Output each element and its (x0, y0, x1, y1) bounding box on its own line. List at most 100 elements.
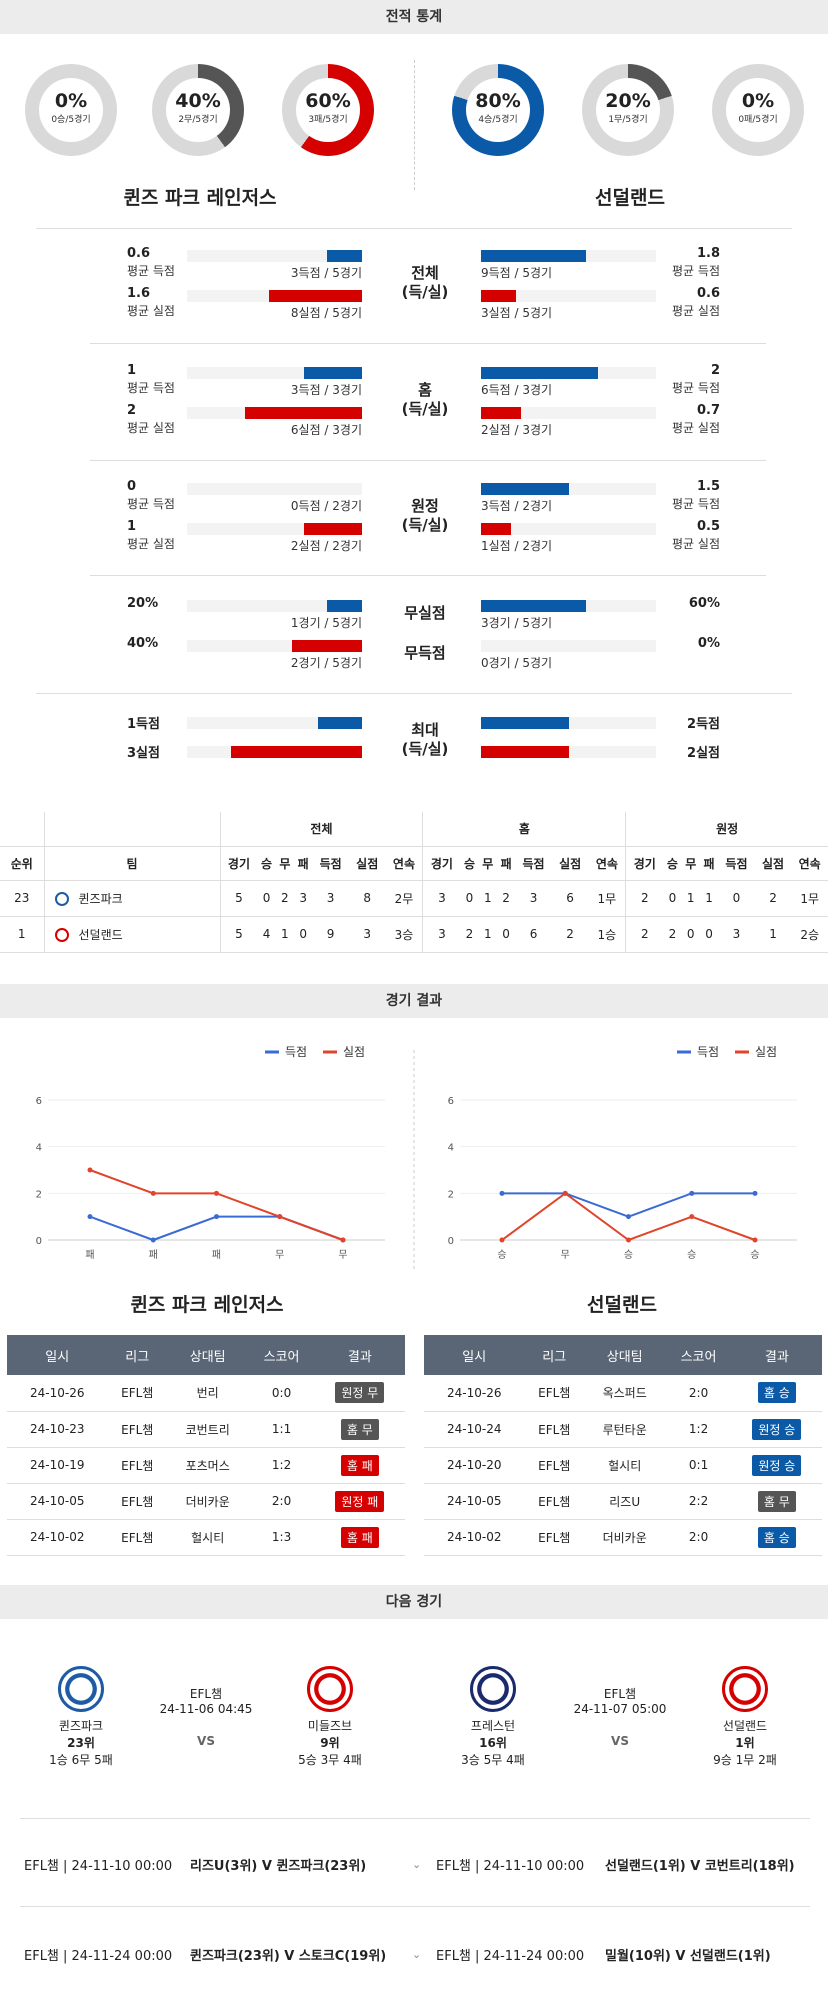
conceded-bar (245, 407, 362, 419)
next-team[interactable]: 선덜랜드 1위 9승 1무 2패 (700, 1717, 790, 1768)
opponent-cell: 번리 (166, 1375, 249, 1412)
col-header: 패 (699, 846, 719, 881)
next-team[interactable]: 프레스턴 16위 3승 5무 4패 (448, 1717, 538, 1768)
next-team[interactable]: 퀸즈파크 23위 1승 6무 5패 (36, 1717, 126, 1768)
stat-value: 2실점 (687, 746, 720, 761)
stat-value: 2 (127, 403, 137, 418)
bar-caption: 0득점 / 2경기 (290, 499, 362, 513)
x-tick-label: 패 (149, 1249, 158, 1261)
group-away: 원정 (625, 812, 828, 847)
bar-caption: 6득점 / 3경기 (481, 383, 553, 397)
schedule-match[interactable]: 밀월(10위) V 선덜랜드(1위) (605, 1949, 771, 1964)
date-cell: 24-10-26 (424, 1375, 525, 1412)
conceded-point (752, 1237, 758, 1243)
date-cell: 24-10-02 (7, 1519, 108, 1556)
stat-cell: 2 (496, 880, 516, 917)
stat-label: 평균 득점 (127, 497, 175, 511)
chevron-down-icon: ⌄ (412, 1948, 422, 1961)
stat-cell: 0 (496, 916, 516, 953)
y-tick-label: 0 (448, 1236, 454, 1247)
stat-value: 0.7 (696, 403, 720, 418)
results-table-left: 일시 리그 상대팀 스코어 결과 24-10-26 EFL챔 번리 0:0 원정 무 24-10-2… (7, 1335, 405, 1556)
league-cell: EFL챔 (107, 1519, 167, 1556)
middlesbrough-crest-icon (307, 1666, 353, 1712)
stat-cell: 1무 (588, 880, 626, 917)
stat-category-name: 홈 (418, 381, 432, 399)
donut-percent: 0% (741, 90, 775, 112)
schedule-divider (20, 1818, 810, 1819)
score-cell: 0:1 (665, 1447, 732, 1484)
donut-center: 40% 2무/5경기 (166, 78, 230, 142)
next-team-name: 프레스턴 (470, 1719, 516, 1733)
group-all: 전체 (219, 812, 423, 847)
results-title-left: 퀸즈 파크 레인저스 (130, 1294, 284, 1316)
result-row[interactable]: 24-10-23 EFL챔 코번트리 1:1 홈 무 (7, 1411, 405, 1448)
next-team-rank: 1위 (735, 1736, 755, 1750)
date-cell: 24-10-05 (424, 1483, 525, 1520)
section-header-next: 다음 경기 (0, 1585, 828, 1619)
y-tick-label: 4 (36, 1143, 42, 1154)
col-header: 실점 (348, 846, 386, 881)
scored-bar (481, 483, 569, 495)
next-league: EFL챔 (189, 1687, 223, 1701)
results-col-header: 상대팀 (583, 1335, 666, 1375)
result-row[interactable]: 24-10-24 EFL챔 루턴타운 1:2 원정 승 (424, 1411, 822, 1448)
outcome-badge: 원정 승 (752, 1418, 802, 1440)
donut-center: 20% 1무/5경기 (596, 78, 660, 142)
bar-caption: 3경기 / 5경기 (481, 616, 553, 630)
result-row[interactable]: 24-10-05 EFL챔 리즈U 2:2 홈 무 (424, 1483, 822, 1520)
result-row[interactable]: 24-10-05 EFL챔 더비카운 2:0 원정 패 (7, 1483, 405, 1520)
donut-percent: 0% (54, 90, 88, 112)
result-row[interactable]: 24-10-26 EFL챔 번리 0:0 원정 무 (7, 1375, 405, 1412)
scored-line (89, 1215, 344, 1242)
score-cell: 2:0 (248, 1483, 315, 1520)
league-cell: EFL챔 (107, 1483, 167, 1520)
stat-value: 1 (127, 363, 137, 378)
results-col-header: 결과 (731, 1335, 822, 1375)
stat-category-sub: (득/실) (401, 283, 449, 301)
conceded-point (499, 1237, 505, 1243)
results-header-row: 일시 리그 상대팀 스코어 결과 (7, 1335, 405, 1375)
bar-caption: 1경기 / 5경기 (290, 616, 362, 630)
stat-value: 2득점 (687, 717, 720, 732)
conceded-bar (481, 407, 521, 419)
conceded-bar (481, 523, 511, 535)
stat-category-sub: (득/실) (401, 516, 449, 534)
result-row[interactable]: 24-10-02 EFL챔 더비카운 2:0 홈 승 (424, 1519, 822, 1556)
conceded-point (214, 1190, 219, 1196)
stat-value: 0.5 (696, 519, 720, 534)
team-cell[interactable]: 퀸즈파크 (43, 880, 220, 917)
donut-percent: 60% (305, 90, 351, 112)
scored-point (150, 1237, 156, 1243)
donut-caption: 1무/5경기 (608, 115, 648, 125)
conceded-line (89, 1169, 344, 1241)
sunderland-crest-icon (722, 1666, 768, 1712)
conceded-bar (481, 290, 516, 302)
opponent-cell: 더비카운 (583, 1519, 666, 1556)
result-row[interactable]: 24-10-19 EFL챔 포츠머스 1:2 홈 패 (7, 1447, 405, 1484)
outcome-badge: 홈 무 (340, 1418, 379, 1440)
league-cell: EFL챔 (524, 1375, 584, 1412)
result-row[interactable]: 24-10-20 EFL챔 헐시티 0:1 원정 승 (424, 1447, 822, 1484)
scored-bar (327, 250, 362, 262)
date-cell: 24-10-23 (7, 1411, 108, 1448)
schedule-match[interactable]: 선덜랜드(1위) V 코번트리(18위) (605, 1859, 795, 1874)
stat-label: 평균 실점 (127, 421, 175, 435)
outcome-badge: 원정 승 (752, 1454, 802, 1476)
team-cell[interactable]: 선덜랜드 (43, 916, 220, 953)
stat-cell: 1 (681, 880, 700, 917)
donut-center: 0% 0패/5경기 (726, 78, 790, 142)
stat-category-name: 원정 (411, 497, 439, 515)
next-team[interactable]: 미들즈브 9위 5승 3무 4패 (285, 1717, 375, 1768)
result-row[interactable]: 24-10-02 EFL챔 헐시티 1:3 홈 패 (7, 1519, 405, 1556)
stat-label: 평균 득점 (127, 381, 175, 395)
bar-track (187, 600, 362, 612)
stat-cell: 2무 (385, 880, 423, 917)
schedule-match[interactable]: 퀸즈파크(23위) V 스토크C(19위) (190, 1949, 387, 1964)
stat-cell: 3승 (385, 916, 423, 953)
team-name-left: 퀸즈 파크 레인저스 (123, 187, 277, 209)
stat-value: 1득점 (127, 717, 160, 732)
schedule-match[interactable]: 리즈U(3위) V 퀸즈파크(23위) (190, 1859, 367, 1874)
stat-cell: 0 (294, 916, 313, 953)
result-row[interactable]: 24-10-26 EFL챔 옥스퍼드 2:0 홈 승 (424, 1375, 822, 1412)
